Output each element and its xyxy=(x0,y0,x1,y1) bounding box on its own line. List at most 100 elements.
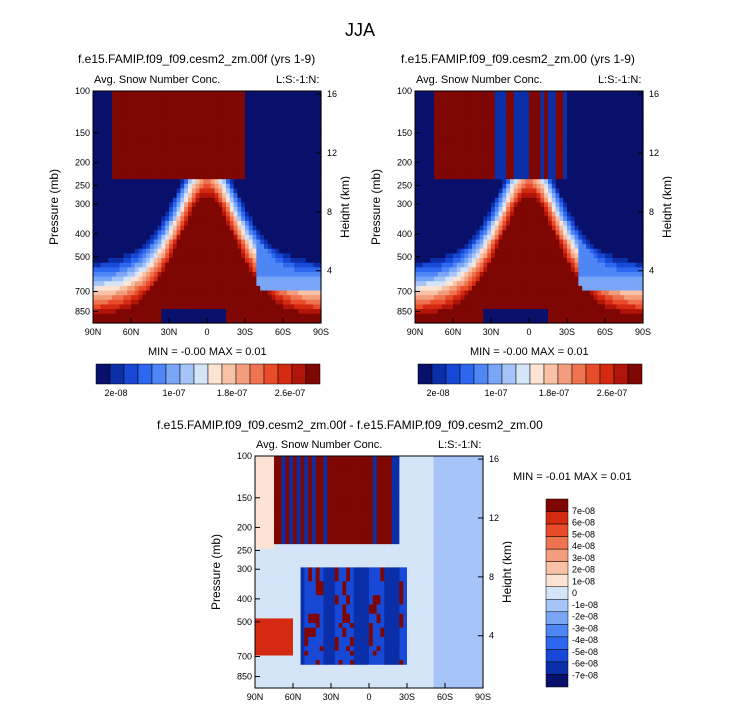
field-cell xyxy=(256,281,260,286)
field-cell xyxy=(415,263,419,268)
field-cell xyxy=(127,286,131,291)
field-cell xyxy=(426,147,430,152)
field-cell xyxy=(135,272,139,277)
field-cell xyxy=(127,202,131,207)
field-cell xyxy=(104,216,108,221)
field-cell xyxy=(177,291,181,296)
field-cell xyxy=(142,123,146,128)
field-cell xyxy=(445,286,449,291)
field-cell xyxy=(93,161,97,166)
field-cell xyxy=(521,267,525,272)
field-cell xyxy=(260,110,264,115)
field-cell xyxy=(445,137,449,142)
field-cell xyxy=(510,119,514,124)
field-cell xyxy=(260,216,264,221)
field-cell xyxy=(241,281,245,286)
field-cell xyxy=(442,151,446,156)
field-cell xyxy=(260,286,264,291)
field-cell xyxy=(97,123,101,128)
field-cell xyxy=(131,277,135,282)
field-cell xyxy=(310,226,314,231)
field-cell xyxy=(468,123,472,128)
field-cell xyxy=(207,91,211,96)
field-cell xyxy=(438,198,442,203)
field-cell xyxy=(192,151,196,156)
field-cell xyxy=(521,207,525,212)
field-cell xyxy=(445,128,449,133)
field-cell xyxy=(131,156,135,161)
field-cell xyxy=(548,179,552,184)
field-cell xyxy=(161,235,165,240)
field-cell xyxy=(180,244,184,249)
field-cell xyxy=(211,277,215,282)
field-cell xyxy=(540,105,544,110)
field-cell xyxy=(287,230,291,235)
field-cell xyxy=(556,263,560,268)
field-cell xyxy=(275,221,279,226)
field-cell xyxy=(294,239,298,244)
field-cell xyxy=(306,314,310,319)
field-cell xyxy=(161,286,165,291)
field-cell xyxy=(268,165,272,170)
field-cell xyxy=(457,263,461,268)
field-cell xyxy=(184,314,188,319)
field-cell xyxy=(131,295,135,300)
field-cell xyxy=(510,96,514,101)
field-cell xyxy=(158,128,162,133)
field-cell xyxy=(169,314,173,319)
field-cell xyxy=(215,226,219,231)
field-cell xyxy=(192,291,196,296)
field-cell xyxy=(123,277,127,282)
field-cell xyxy=(169,105,173,110)
field-cell xyxy=(211,235,215,240)
field-cell xyxy=(472,179,476,184)
field-cell xyxy=(510,286,514,291)
field-cell xyxy=(540,277,544,282)
field-cell xyxy=(146,309,150,314)
field-cell xyxy=(253,91,257,96)
field-cell xyxy=(291,128,295,133)
field-cell xyxy=(230,100,234,105)
field-cell xyxy=(468,267,472,272)
field-cell xyxy=(127,253,131,258)
field-cell xyxy=(199,286,203,291)
field-cell xyxy=(131,133,135,138)
field-cell xyxy=(230,147,234,152)
field-cell xyxy=(203,202,207,207)
field-cell xyxy=(510,244,514,249)
field-cell xyxy=(150,272,154,277)
field-cell xyxy=(514,295,518,300)
field-cell xyxy=(283,309,287,314)
field-cell xyxy=(430,105,434,110)
field-cell xyxy=(423,235,427,240)
field-cell xyxy=(196,207,200,212)
field-cell xyxy=(533,286,537,291)
field-cell xyxy=(116,100,120,105)
field-cell xyxy=(306,272,310,277)
field-cell xyxy=(430,253,434,258)
field-cell xyxy=(491,281,495,286)
field-cell xyxy=(104,100,108,105)
field-cell xyxy=(468,184,472,189)
field-cell xyxy=(438,110,442,115)
y2-tick-label: 12 xyxy=(327,148,337,158)
field-cell xyxy=(245,221,249,226)
field-cell xyxy=(514,165,518,170)
field-cell xyxy=(234,226,238,231)
field-cell xyxy=(241,263,245,268)
field-cell xyxy=(491,147,495,152)
field-cell xyxy=(499,105,503,110)
y-tick-label: 850 xyxy=(75,307,90,317)
field-cell xyxy=(556,123,560,128)
field-cell xyxy=(101,272,105,277)
field-cell xyxy=(464,100,468,105)
field-cell xyxy=(230,309,234,314)
field-cell xyxy=(438,137,442,142)
field-cell xyxy=(302,198,306,203)
field-cell xyxy=(203,170,207,175)
field-cell xyxy=(131,244,135,249)
field-cell xyxy=(241,291,245,296)
field-cell xyxy=(464,309,468,314)
field-cell xyxy=(514,188,518,193)
field-cell xyxy=(476,239,480,244)
